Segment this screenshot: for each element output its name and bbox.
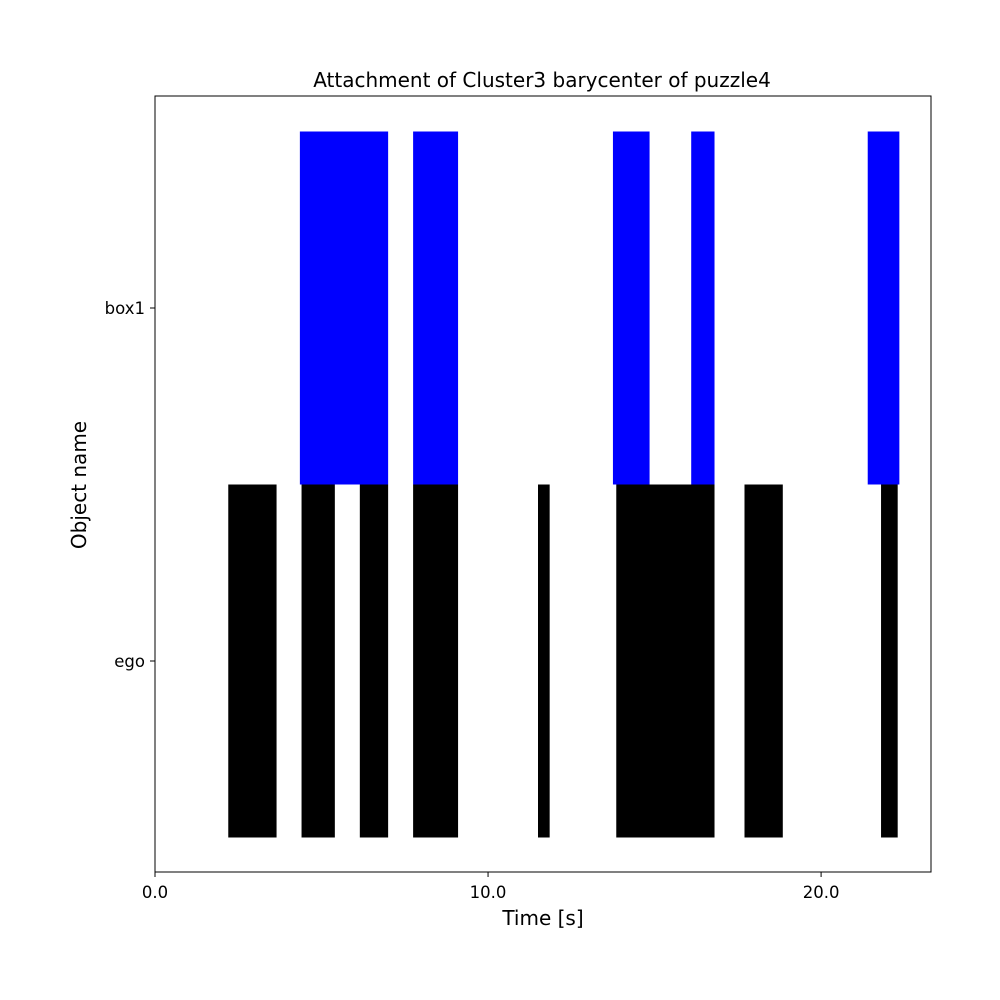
- chart-title: Attachment of Cluster3 barycenter of puz…: [313, 68, 771, 92]
- x-tick-label: 0.0: [142, 883, 168, 902]
- x-axis-label: Time [s]: [501, 906, 583, 930]
- x-axis-ticks: 0.0 10.0 20.0: [142, 872, 840, 902]
- bar-ego-7: [881, 484, 898, 838]
- bar-ego-6: [744, 484, 783, 838]
- bar-box1-3: [691, 131, 715, 485]
- bar-box1-4: [867, 131, 900, 485]
- bar-ego-0: [228, 484, 277, 838]
- plot-frame: [154, 95, 932, 873]
- x-tick-label: 10.0: [470, 883, 507, 902]
- bar-ego-1: [301, 484, 335, 838]
- y-axis-ticks: ego box1: [105, 299, 155, 671]
- bar-box1-1: [413, 131, 459, 485]
- bars-group: [228, 131, 900, 838]
- x-tick-label: 20.0: [803, 883, 840, 902]
- bar-box1-2: [612, 131, 650, 485]
- bar-ego-4: [538, 484, 550, 838]
- y-tick-label: box1: [105, 299, 145, 318]
- bar-ego-3: [413, 484, 459, 838]
- y-tick-label: ego: [114, 652, 145, 671]
- y-axis-label: Object name: [67, 421, 91, 549]
- bar-ego-2: [359, 484, 389, 838]
- bar-box1-0: [299, 131, 389, 485]
- bar-ego-5: [616, 484, 715, 838]
